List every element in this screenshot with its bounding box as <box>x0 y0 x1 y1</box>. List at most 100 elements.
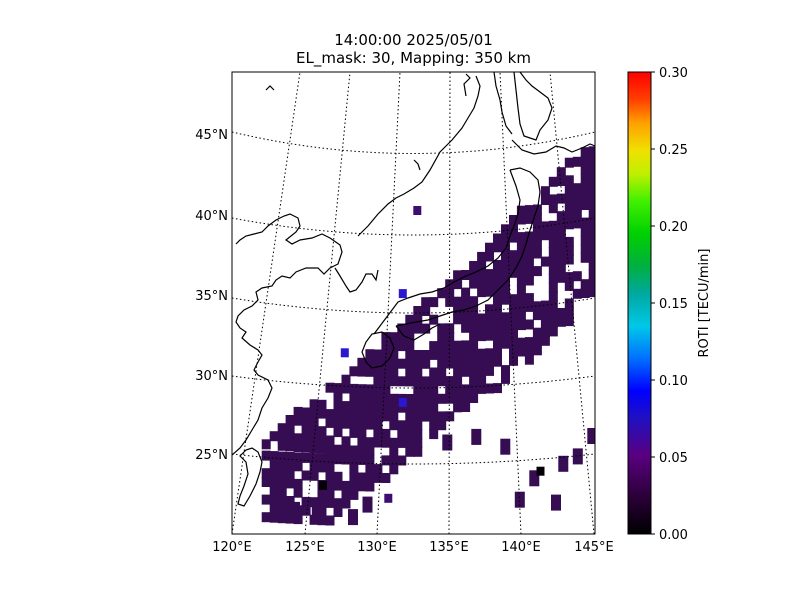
roti-cell <box>556 211 566 222</box>
roti-cell <box>453 314 463 325</box>
roti-cell <box>580 164 590 175</box>
roti-cell <box>540 186 550 197</box>
roti-cell <box>548 273 558 284</box>
roti-cell <box>333 454 343 465</box>
roti-cell <box>405 446 415 457</box>
roti-cell <box>437 411 447 422</box>
roti-cell <box>421 323 431 334</box>
roti-cell <box>501 268 510 279</box>
roti-cell <box>277 440 287 451</box>
roti-cell <box>516 205 526 216</box>
roti-cell <box>469 349 479 359</box>
roti-cell <box>333 498 343 509</box>
roti-cell <box>477 287 487 298</box>
roti-cell <box>413 306 423 316</box>
roti-cell <box>357 401 367 412</box>
roti-cell <box>389 393 399 404</box>
roti-cell <box>349 427 359 438</box>
roti-cell <box>540 256 550 267</box>
roti-cell <box>493 303 502 314</box>
roti-cell <box>548 176 558 187</box>
roti-cell <box>524 240 534 251</box>
roti-cell <box>373 464 383 475</box>
roti-cell <box>317 488 327 499</box>
roti-cell <box>477 366 487 377</box>
roti-cell <box>461 358 471 368</box>
roti-cell <box>540 335 550 346</box>
roti-cell <box>485 242 494 253</box>
roti-cell <box>429 367 439 378</box>
roti-cell <box>341 480 351 491</box>
roti-cell <box>365 446 375 456</box>
roti-cell <box>421 297 431 308</box>
roti-cell <box>389 358 399 369</box>
roti-cell <box>461 270 471 280</box>
roti-cell <box>580 182 590 193</box>
roti-cell <box>277 495 287 506</box>
roti-cell <box>556 228 566 239</box>
roti-cell <box>588 146 595 157</box>
roti-cell <box>365 481 375 492</box>
roti-cell <box>325 382 335 393</box>
roti-cell <box>349 410 359 421</box>
roti-cell <box>469 313 479 324</box>
roti-cell <box>445 349 455 360</box>
roti-cell-highlight <box>384 493 393 503</box>
roti-cell <box>381 411 391 422</box>
roti-cell <box>453 375 463 386</box>
roti-cell <box>293 406 303 417</box>
roti-cell <box>524 205 534 216</box>
roti-cell <box>524 301 534 312</box>
roti-cell <box>325 444 335 455</box>
roti-cell <box>572 218 582 229</box>
roti-cell <box>421 350 431 360</box>
roti-cell <box>493 242 502 253</box>
roti-cell <box>556 255 566 266</box>
roti-cell <box>341 445 351 456</box>
roti-cell <box>556 272 566 283</box>
roti-cell <box>461 287 471 298</box>
roti-cell <box>529 470 540 487</box>
roti-cell <box>285 423 295 434</box>
roti-cell <box>309 453 319 464</box>
roti-cell <box>556 264 566 274</box>
roti-cell <box>365 437 375 448</box>
roti-cell <box>333 471 343 482</box>
roti-cell <box>325 417 335 428</box>
roti-cell <box>301 425 311 436</box>
roti-cell <box>493 295 502 306</box>
roti-cell <box>397 323 407 334</box>
roti-cell <box>405 358 415 369</box>
roti-cell <box>413 394 423 404</box>
roti-cell <box>285 469 295 480</box>
roti-cell <box>349 454 359 465</box>
roti-cell <box>564 201 574 212</box>
roti-cell <box>397 455 407 466</box>
roti-cell <box>588 155 595 166</box>
colorbar-tick-2: 0.10 <box>659 374 688 389</box>
roti-cell <box>397 376 407 387</box>
roti-cell <box>485 251 494 262</box>
roti-cell <box>357 445 367 456</box>
roti-cell <box>357 481 367 492</box>
roti-cell <box>269 459 279 470</box>
roti-cell <box>564 210 574 221</box>
roti-cell <box>485 304 494 315</box>
roti-cell <box>277 478 287 488</box>
roti-cell <box>469 366 479 377</box>
roti-cell <box>405 420 415 431</box>
roti-cell <box>325 453 335 464</box>
roti-cell <box>501 285 510 296</box>
roti-cell <box>453 402 463 413</box>
hokkaido-coast <box>511 139 595 155</box>
roti-cell <box>365 419 375 430</box>
roti-cell <box>580 226 590 237</box>
roti-cell <box>556 237 566 248</box>
roti-cell <box>381 358 391 369</box>
roti-cell <box>548 203 558 214</box>
roti-cell <box>317 453 327 464</box>
lon-label-120: 120°E <box>212 540 252 555</box>
roti-cell <box>341 418 351 429</box>
roti-cell <box>493 339 502 350</box>
roti-cell <box>261 450 271 461</box>
